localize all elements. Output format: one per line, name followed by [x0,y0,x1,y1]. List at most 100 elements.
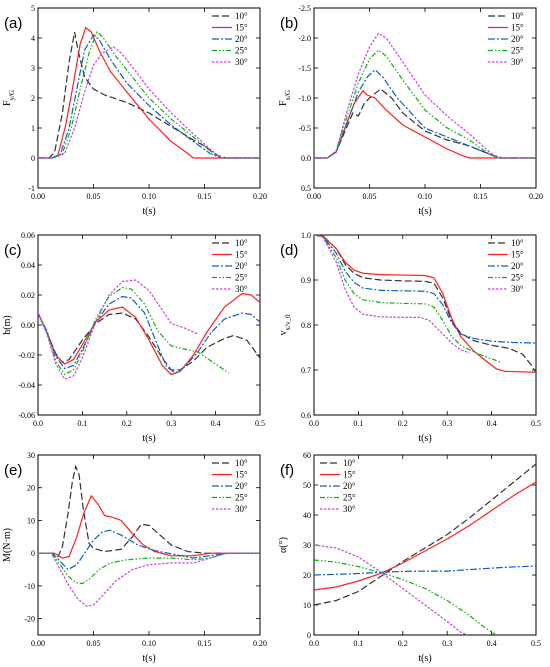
y-tick-label: 0 [31,549,35,558]
legend-label: 10° [343,458,356,468]
y-axis-label: M(N·m) [2,528,13,562]
series-line-10deg [314,235,536,373]
x-tick-label: 0.0 [309,419,319,428]
series-line-30deg [314,235,470,354]
y-tick-label: 30 [27,451,35,460]
legend-label: 10° [511,11,524,21]
x-tick-label: 0.0 [309,639,319,648]
legend-label: 25° [511,46,524,56]
panel-e: 0.00 0.05 0.10 0.15 0.20 -20 -10 0 10 20 30 t(s) M(N… [2,451,267,664]
y-tick-label: 0 [31,154,35,163]
y-tick-label: 50 [303,481,311,490]
y-tick-label: 0.02 [21,291,35,300]
y-tick-label: 10 [27,516,35,525]
series-line-10deg [38,464,260,558]
series-line-10deg [314,463,536,606]
legend-label: 20° [343,481,356,491]
legend: 10° 15°20° 25°30° [212,238,248,294]
legend: 10° 15°20° 25°30° [488,11,524,67]
y-tick-label: 4 [31,34,35,43]
x-axis-label: t(s) [142,433,155,444]
y-tick-label: 2 [31,94,35,103]
series-group [314,235,536,373]
y-tick-label: 0.7 [301,366,311,375]
y-tick-label: -0.02 [18,351,35,360]
series-group [38,26,260,159]
legend-label: 30° [343,504,356,514]
series-line-25deg [38,31,260,159]
x-tick-label: 0.1 [77,419,87,428]
panel-label: (f) [280,462,294,479]
x-tick-label: 0.4 [211,419,221,428]
x-tick-label: 0.20 [529,192,543,201]
y-axis-label: vx/v_0 [278,314,292,335]
x-tick-label: 0.3 [442,419,452,428]
legend-label: 20° [235,34,248,44]
legend: 10° 15°20° 25°30° [212,458,248,514]
x-tick-label: 0.10 [142,639,156,648]
plot-frame [37,454,261,636]
plot-frame [313,234,537,416]
y-tick-label: 0 [307,631,311,640]
y-tick-label: 0.8 [301,321,311,330]
legend-label: 15° [235,250,248,260]
legend-label: 30° [511,57,524,67]
y-axis-label: α(°) [278,537,289,553]
y-tick-label: 1 [31,124,35,133]
y-tick-label: -1 [28,184,35,193]
series-line-10deg [38,31,260,159]
x-tick-label: 0.15 [198,192,212,201]
y-axis-label: h(m) [2,315,13,334]
x-axis-label: t(s) [142,206,155,217]
x-tick-label: 0.05 [363,192,377,201]
y-tick-label: 1.0 [301,231,311,240]
series-line-15deg [38,292,260,376]
legend-label: 15° [511,23,524,33]
x-tick-label: 0.00 [31,192,45,201]
y-tick-label: -2.0 [298,34,311,43]
x-tick-label: 0.2 [398,419,408,428]
y-tick-label: 0.5 [301,184,311,193]
x-tick-label: 0.1 [353,639,363,648]
series-line-10deg [38,312,260,371]
x-axis-label: t(s) [418,206,431,217]
y-tick-label: -1.0 [298,94,311,103]
y-tick-label: 3 [31,64,35,73]
series-group [38,279,260,380]
legend-label: 15° [235,23,248,33]
legend-label: 15° [235,470,248,480]
panel-label: (e) [4,462,22,479]
legend-label: 10° [235,238,248,248]
x-tick-label: 0.00 [307,192,321,201]
x-axis-label: t(s) [418,653,431,664]
legend-label: 20° [235,261,248,271]
series-group [314,463,536,635]
x-tick-label: 0.4 [487,639,497,648]
legend-label: 25° [343,493,356,503]
y-tick-label: -20 [24,615,35,624]
series-line-25deg [314,235,501,363]
x-tick-label: 0.10 [142,192,156,201]
x-tick-label: 0.05 [87,639,101,648]
x-tick-label: 0.3 [166,419,176,428]
series-line-25deg [314,49,536,159]
y-tick-label: 0.0 [301,154,311,163]
legend-label: 10° [235,458,248,468]
x-tick-label: 0.00 [31,639,45,648]
legend-label: 30° [235,284,248,294]
y-axis-label: Fy/G [2,90,16,106]
x-tick-label: 0.15 [474,192,488,201]
series-line-20deg [38,34,260,159]
series-line-30deg [314,32,536,159]
y-tick-label: 0.04 [21,261,35,270]
x-tick-label: 0.20 [253,639,267,648]
y-tick-label: -0.06 [18,411,35,420]
legend-label: 25° [511,273,524,283]
y-tick-label: -1.5 [298,64,311,73]
panel-label: (b) [280,15,298,32]
series-group [38,464,260,607]
y-tick-label: -0.04 [18,381,35,390]
x-tick-label: 0.3 [442,639,452,648]
series-line-15deg [38,494,260,559]
legend-label: 30° [511,284,524,294]
